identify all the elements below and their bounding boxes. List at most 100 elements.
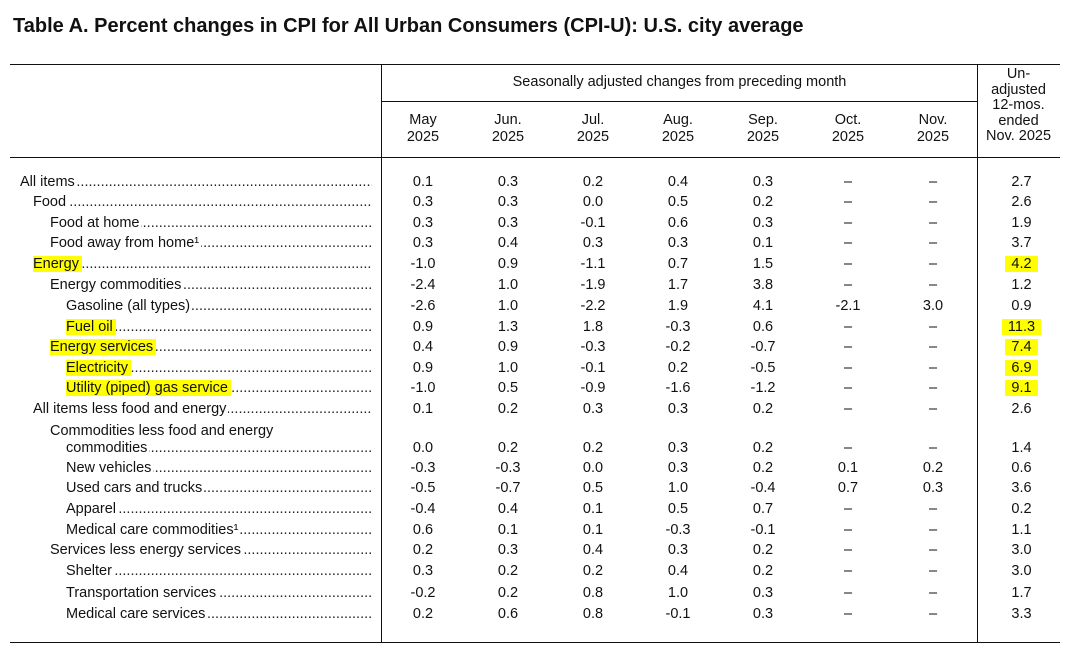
row-label-text: Transportation services bbox=[66, 585, 219, 601]
cell-text: 1.7 bbox=[1011, 585, 1032, 601]
cell-value: 0.2 bbox=[388, 540, 458, 560]
table-row: ........................................… bbox=[0, 583, 1068, 603]
table-row: ........................................… bbox=[0, 478, 1068, 498]
cell-value: 0.3 bbox=[388, 192, 458, 212]
cell-text: 0.3 bbox=[412, 235, 434, 251]
cell-value: – bbox=[898, 520, 968, 540]
cell-value: – bbox=[813, 520, 883, 540]
cell-value: 0.3 bbox=[728, 172, 798, 192]
cell-value: 0.9 bbox=[388, 317, 458, 337]
cell-value: -1.1 bbox=[558, 254, 628, 274]
cell-value: -0.4 bbox=[728, 478, 798, 498]
cell-value: -0.5 bbox=[388, 478, 458, 498]
cell-text: 3.8 bbox=[752, 277, 774, 293]
cell-unadjusted: 2.6 bbox=[980, 399, 1063, 419]
cell-value: 0.2 bbox=[558, 561, 628, 581]
cell-text: -0.7 bbox=[750, 339, 776, 355]
cell-value: – bbox=[813, 583, 883, 603]
cell-text: 0.4 bbox=[497, 501, 519, 517]
table-row: ........................................… bbox=[0, 275, 1068, 295]
cell-text: 0.7 bbox=[667, 256, 689, 272]
cell-text: 0.9 bbox=[497, 339, 519, 355]
cell-value: 0.2 bbox=[388, 604, 458, 624]
cell-text: 0.8 bbox=[582, 606, 604, 622]
cell-value: 0.9 bbox=[473, 254, 543, 274]
cell-text: 0.0 bbox=[412, 440, 434, 456]
cell-text: 0.2 bbox=[497, 563, 519, 579]
cell-text: 1.3 bbox=[497, 319, 519, 335]
cell-text: 0.1 bbox=[752, 235, 774, 251]
cell-text: – bbox=[928, 380, 938, 396]
cell-value: – bbox=[898, 399, 968, 419]
cell-text: 1.1 bbox=[1011, 522, 1032, 538]
cell-value: – bbox=[898, 438, 968, 458]
cell-text: – bbox=[843, 522, 853, 538]
cell-text: 0.3 bbox=[497, 174, 519, 190]
cell-text: 0.3 bbox=[922, 480, 944, 496]
cell-value: – bbox=[898, 499, 968, 519]
row-label: ........................................… bbox=[66, 358, 378, 378]
cell-value: 0.3 bbox=[643, 399, 713, 419]
row-label: ........................................… bbox=[66, 561, 378, 581]
row-label: ........................................… bbox=[33, 192, 378, 212]
cell-text: 9.1 bbox=[1005, 380, 1038, 396]
cell-text: – bbox=[843, 440, 853, 456]
table-row: ........................................… bbox=[0, 192, 1068, 212]
cell-value: 0.2 bbox=[728, 561, 798, 581]
col-header-jul: Jul. 2025 bbox=[576, 112, 610, 145]
cell-value: – bbox=[813, 499, 883, 519]
cell-value: 1.0 bbox=[643, 478, 713, 498]
cell-value: – bbox=[813, 233, 883, 253]
cell-text: 3.6 bbox=[1011, 480, 1032, 496]
cell-text: -0.7 bbox=[495, 480, 521, 496]
cell-text: -0.3 bbox=[665, 319, 691, 335]
cell-value: -0.5 bbox=[728, 358, 798, 378]
cell-value: -2.6 bbox=[388, 296, 458, 316]
cell-value: 0.1 bbox=[473, 520, 543, 540]
cell-value: 0.3 bbox=[473, 213, 543, 233]
cell-text: 0.1 bbox=[582, 522, 604, 538]
cell-text: 0.2 bbox=[667, 360, 689, 376]
cell-text: 0.9 bbox=[1011, 298, 1032, 314]
table-row: ........................................… bbox=[0, 358, 1068, 378]
cell-value: – bbox=[898, 378, 968, 398]
cell-text: -0.1 bbox=[665, 606, 691, 622]
cell-text: 0.9 bbox=[412, 360, 434, 376]
cell-text: 0.3 bbox=[412, 563, 434, 579]
cell-value: 0.2 bbox=[728, 399, 798, 419]
cell-text: – bbox=[843, 235, 853, 251]
cell-value: -0.3 bbox=[558, 337, 628, 357]
span-rule bbox=[382, 101, 977, 102]
cell-value: 0.3 bbox=[728, 604, 798, 624]
cell-text: -0.2 bbox=[410, 585, 436, 601]
cell-text: – bbox=[928, 360, 938, 376]
cell-text: – bbox=[843, 563, 853, 579]
cell-text: 3.0 bbox=[1011, 542, 1032, 558]
cell-text: 4.2 bbox=[1005, 256, 1038, 272]
cell-value: 0.3 bbox=[388, 233, 458, 253]
leader-dots: ........................................… bbox=[66, 360, 372, 376]
cell-value: -0.7 bbox=[473, 478, 543, 498]
cell-value: 1.5 bbox=[728, 254, 798, 274]
cell-value: -0.1 bbox=[558, 358, 628, 378]
leader-dots: ........................................… bbox=[66, 501, 372, 517]
cell-value: – bbox=[898, 192, 968, 212]
table-row: ........................................… bbox=[0, 337, 1068, 357]
cell-text: 0.4 bbox=[412, 339, 434, 355]
cell-value: 0.9 bbox=[473, 337, 543, 357]
cell-value: -1.9 bbox=[558, 275, 628, 295]
cell-value: 1.9 bbox=[643, 296, 713, 316]
cell-value: 0.3 bbox=[473, 540, 543, 560]
cell-value: -0.3 bbox=[643, 317, 713, 337]
cell-text: -0.4 bbox=[750, 480, 776, 496]
cell-text: – bbox=[843, 585, 853, 601]
cell-value: 0.0 bbox=[388, 438, 458, 458]
row-label-text: Energy bbox=[33, 256, 82, 272]
cell-text: 1.0 bbox=[497, 360, 519, 376]
cell-text: 0.2 bbox=[752, 401, 774, 417]
cell-text: – bbox=[843, 542, 853, 558]
cell-value: – bbox=[898, 233, 968, 253]
row-label: ........................................… bbox=[66, 458, 378, 478]
cell-text: 0.5 bbox=[667, 501, 689, 517]
